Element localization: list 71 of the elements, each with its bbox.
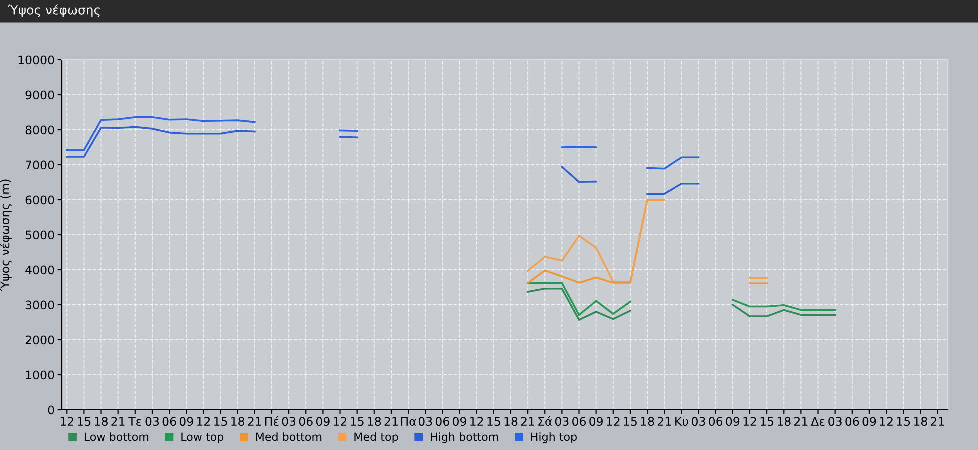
y-tick-label: 9000 — [26, 90, 54, 100]
x-tick-label: 15 — [760, 417, 774, 426]
x-tick-label: 15 — [488, 417, 500, 426]
x-tick-label: 15 — [897, 417, 910, 426]
x-tick-label: 03 — [692, 417, 706, 426]
y-tick-label: 8000 — [26, 126, 54, 135]
y-tick-label: 2000 — [26, 336, 54, 345]
x-tick-label: 06 — [162, 417, 176, 426]
x-tick-label: 12 — [470, 417, 484, 426]
x-tick-label: 09 — [316, 417, 330, 426]
x-tick-label: 15 — [351, 417, 364, 426]
x-tick-label: 09 — [590, 417, 604, 426]
x-tick-label: 18 — [504, 417, 518, 426]
x-tick-label: 09 — [453, 417, 466, 426]
y-tick-label: 4000 — [26, 266, 54, 275]
legend-label: Med top — [354, 432, 398, 444]
x-tick-label: 21 — [248, 417, 262, 426]
x-tick-label: 06 — [436, 417, 450, 426]
y-tick-label: 5000 — [26, 230, 54, 240]
legend-label: High bottom — [431, 432, 498, 444]
y-tick-label: 6000 — [26, 196, 54, 205]
x-tick-label: 21 — [794, 417, 808, 426]
x-tick-label: 21 — [112, 417, 125, 426]
x-tick-label: 03 — [146, 417, 160, 426]
x-tick-label: 18 — [778, 417, 791, 426]
y-tick-label: 0 — [48, 406, 54, 415]
x-tick-label: 21 — [521, 417, 534, 426]
x-tick-label: 21 — [658, 417, 672, 426]
x-tick-label: 03 — [555, 417, 569, 426]
x-tick-label: Τε — [128, 417, 142, 426]
legend-label: High top — [531, 432, 577, 444]
legend-label: Med bottom — [256, 432, 322, 442]
y-tick-label: 10000 — [18, 56, 54, 65]
x-tick-label: 09 — [726, 417, 740, 426]
x-tick-label: 18 — [368, 417, 382, 426]
x-tick-label: 21 — [384, 417, 398, 426]
x-tick-label: Δε — [811, 417, 825, 426]
x-tick-label: 06 — [572, 417, 586, 426]
x-tick-label: Σά — [538, 416, 552, 426]
x-tick-label: 12 — [334, 417, 347, 426]
x-tick-label: 03 — [418, 417, 432, 426]
x-tick-label: 03 — [282, 417, 296, 426]
x-tick-label: 15 — [624, 417, 637, 426]
x-tick-label: 09 — [862, 417, 876, 426]
x-tick-label: 18 — [641, 417, 654, 426]
x-tick-label: 09 — [180, 417, 194, 426]
x-tick-label: 06 — [709, 417, 723, 426]
x-tick-label: 18 — [232, 417, 245, 426]
x-tick-label: Κυ — [676, 417, 688, 426]
legend-label: Low bottom — [84, 432, 149, 442]
y-axis-title: Ύψος νέφωσης (m) — [0, 180, 12, 292]
x-tick-label: 06 — [299, 417, 313, 426]
x-tick-label: 15 — [78, 417, 91, 426]
x-tick-label: 15 — [214, 417, 228, 426]
x-tick-label: 18 — [95, 417, 108, 426]
chart-title: Ύψος νέφωσης — [8, 4, 100, 18]
x-tick-label: 12 — [60, 417, 74, 426]
x-tick-label: 12 — [880, 417, 893, 426]
y-tick-label: 1000 — [26, 370, 54, 380]
y-tick-label: 3000 — [26, 300, 54, 310]
x-tick-label: 12 — [607, 417, 620, 426]
y-tick-label: 7000 — [26, 160, 54, 170]
x-tick-label: Πέ — [266, 416, 279, 426]
x-tick-label: 03 — [828, 417, 842, 426]
x-tick-label: 06 — [846, 417, 860, 426]
x-tick-label: Πα — [401, 417, 416, 426]
x-tick-label: 12 — [744, 417, 756, 426]
legend-label: Low top — [182, 432, 224, 444]
x-tick-label: 18 — [914, 417, 928, 426]
x-tick-label: 21 — [931, 417, 944, 426]
x-tick-label: 12 — [197, 417, 210, 426]
